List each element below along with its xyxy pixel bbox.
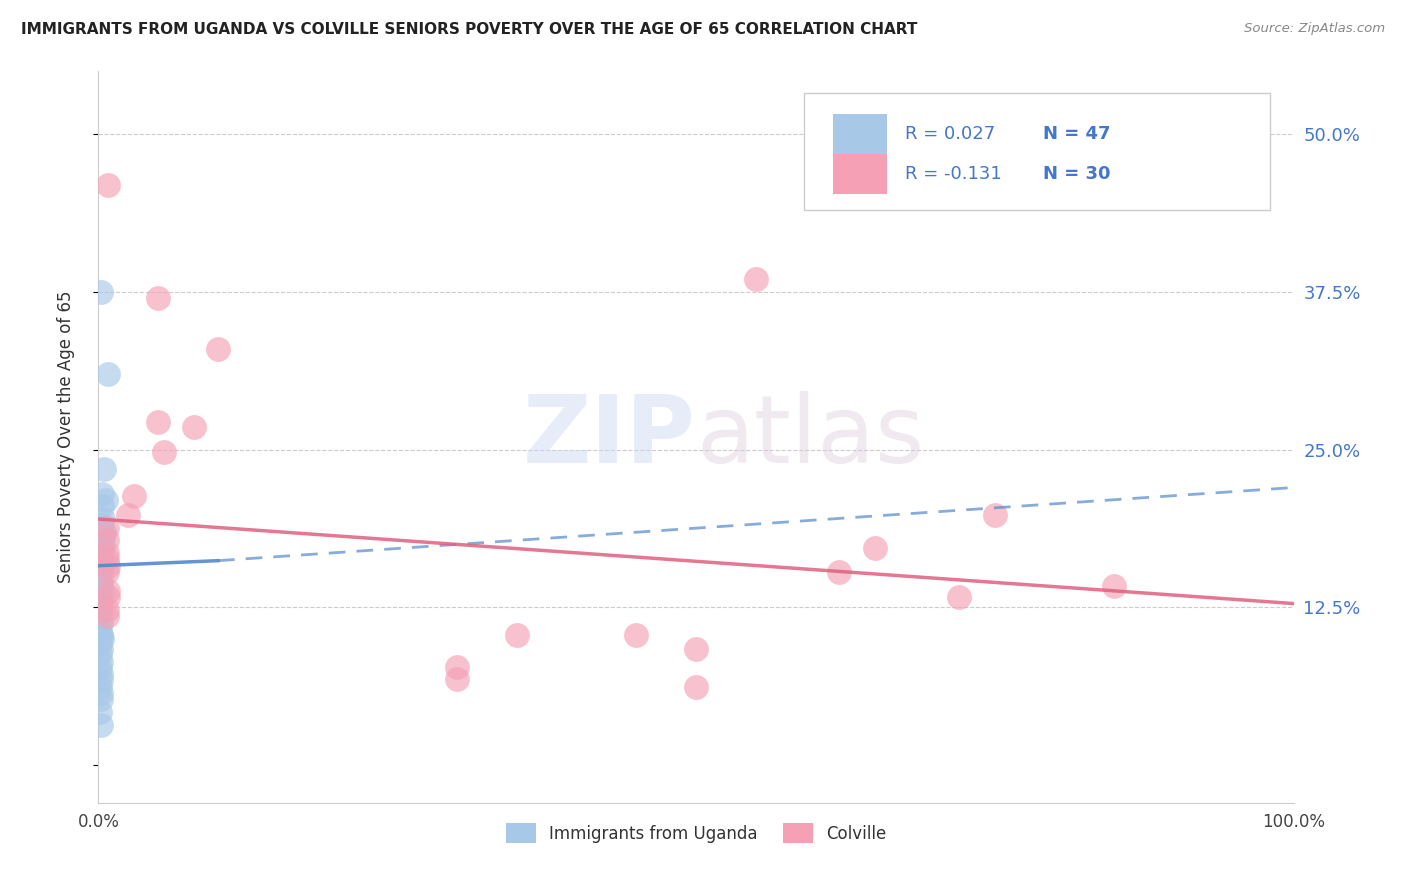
Y-axis label: Seniors Poverty Over the Age of 65: Seniors Poverty Over the Age of 65 [56, 291, 75, 583]
Point [446, 659, 468, 673]
Text: ZIP: ZIP [523, 391, 696, 483]
Point [93, 461, 115, 475]
Point [91, 632, 114, 646]
Point [948, 591, 970, 605]
Text: atlas: atlas [696, 391, 924, 483]
Text: N = 47: N = 47 [1043, 125, 1111, 143]
Point [984, 508, 1007, 523]
Point [90, 604, 112, 618]
Point [91, 583, 114, 598]
Point [91, 558, 114, 573]
Point [685, 642, 707, 657]
FancyBboxPatch shape [804, 94, 1270, 211]
Point [1104, 579, 1126, 593]
Point [90, 524, 112, 539]
Point [90, 655, 112, 669]
Point [93, 524, 115, 539]
Point [685, 680, 707, 694]
Point [90, 673, 112, 688]
Point [89, 635, 111, 649]
Point [91, 512, 114, 526]
Point [90, 554, 112, 568]
Point [89, 647, 111, 661]
Point [90, 629, 112, 643]
Point [96, 552, 118, 566]
Point [90, 541, 112, 555]
Point [89, 680, 111, 694]
Point [90, 561, 112, 575]
Point [153, 445, 176, 459]
Point [828, 565, 851, 579]
Point [89, 705, 111, 719]
Point [124, 489, 146, 503]
Point [90, 518, 112, 533]
Point [97, 367, 120, 381]
Point [506, 628, 529, 642]
Point [90, 686, 112, 700]
Point [97, 178, 120, 192]
Text: IMMIGRANTS FROM UGANDA VS COLVILLE SENIORS POVERTY OVER THE AGE OF 65 CORRELATIO: IMMIGRANTS FROM UGANDA VS COLVILLE SENIO… [21, 22, 918, 37]
Point [97, 591, 120, 605]
Point [89, 598, 111, 612]
Point [865, 541, 887, 555]
Point [626, 628, 648, 642]
Point [117, 508, 139, 523]
Point [148, 415, 170, 429]
Point [89, 560, 111, 574]
Point [90, 692, 112, 706]
Point [91, 546, 114, 560]
Text: R = 0.027: R = 0.027 [905, 125, 995, 143]
Point [91, 528, 114, 542]
Point [90, 579, 112, 593]
Point [89, 591, 111, 606]
Point [96, 546, 118, 560]
Point [96, 609, 118, 624]
Point [90, 717, 112, 731]
Point [91, 533, 114, 548]
Text: N = 30: N = 30 [1043, 165, 1111, 183]
Point [207, 342, 229, 356]
Point [90, 615, 112, 630]
FancyBboxPatch shape [834, 114, 887, 154]
Point [89, 609, 111, 624]
Point [90, 591, 112, 606]
Point [90, 285, 112, 299]
Point [90, 642, 112, 657]
Text: Source: ZipAtlas.com: Source: ZipAtlas.com [1244, 22, 1385, 36]
Point [89, 569, 111, 583]
Point [89, 661, 111, 675]
Point [91, 536, 114, 550]
Point [96, 521, 118, 535]
Point [96, 533, 118, 548]
Point [97, 583, 120, 598]
Point [90, 573, 112, 587]
FancyBboxPatch shape [834, 154, 887, 194]
Point [148, 291, 170, 305]
Point [90, 561, 112, 575]
Point [96, 565, 118, 579]
Point [745, 272, 768, 286]
Point [91, 487, 114, 501]
Point [446, 672, 468, 686]
Point [183, 420, 205, 434]
Point [96, 603, 118, 617]
Point [90, 667, 112, 681]
Point [97, 558, 120, 573]
Point [91, 500, 114, 514]
Text: R = -0.131: R = -0.131 [905, 165, 1002, 183]
Point [89, 622, 111, 636]
Point [90, 628, 112, 642]
Legend: Immigrants from Uganda, Colville: Immigrants from Uganda, Colville [499, 817, 893, 849]
Point [94, 493, 117, 508]
Point [90, 549, 112, 564]
